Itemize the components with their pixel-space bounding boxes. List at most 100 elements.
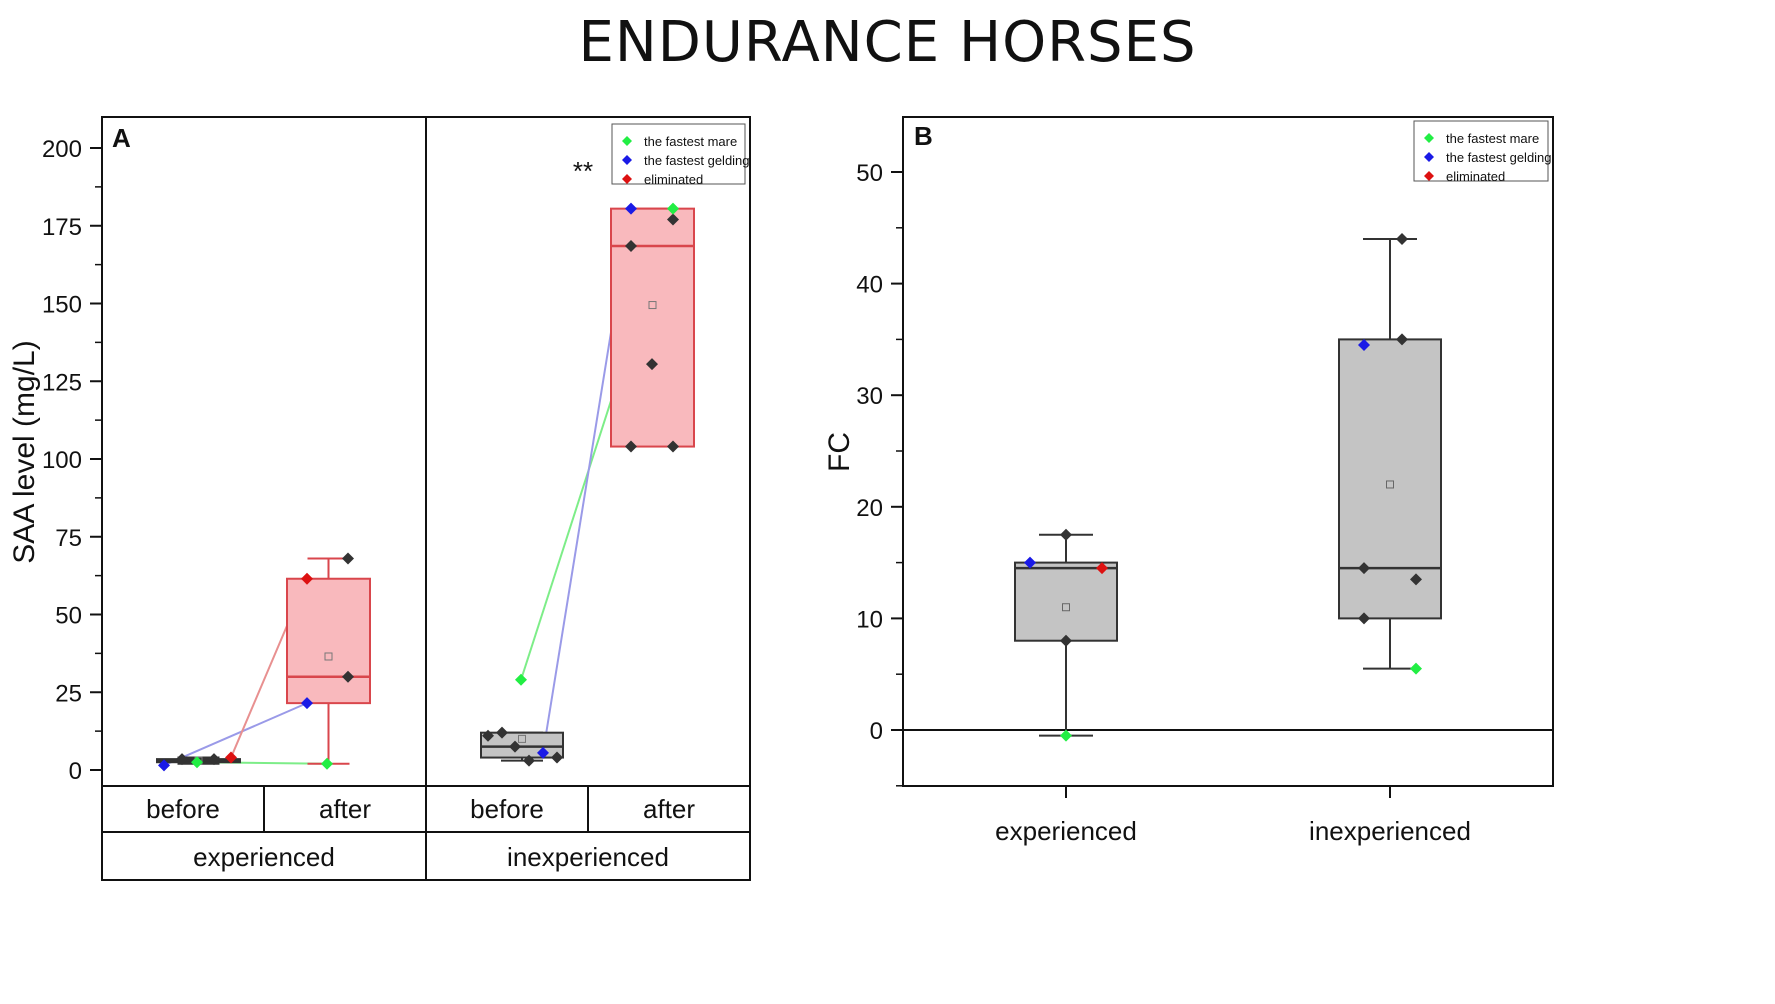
y-tick-label: 200 [42, 136, 82, 163]
x-tick-label: inexperienced [1309, 816, 1471, 846]
panel-b-legend-box [1413, 120, 1549, 182]
connector-line-gelding [163, 702, 308, 767]
data-point-gelding [1024, 556, 1036, 569]
panel-b-letter: B [914, 121, 933, 151]
data-point [625, 239, 637, 252]
data-point [1410, 573, 1422, 586]
box-group-experienced [1014, 528, 1118, 742]
data-point-mare [515, 673, 527, 686]
panel-b-legend-label-eliminated: eliminated [1446, 169, 1505, 184]
data-point-mare [191, 756, 203, 769]
panel-b-legend-marker-gelding [1424, 152, 1434, 162]
panel-a-legend-label-mare: the fastest mare [644, 134, 737, 149]
y-tick-label: 10 [856, 606, 883, 633]
panel-b-legend-marker-eliminated [1424, 171, 1434, 181]
data-point-gelding [625, 202, 637, 215]
y-tick-label: 25 [55, 680, 82, 707]
panel-a-legend-marker-gelding [622, 155, 632, 165]
significance-marker: ** [573, 156, 593, 186]
y-tick-label: 50 [55, 603, 82, 630]
data-point [1060, 528, 1072, 541]
data-point [625, 440, 637, 453]
panel-a-letter: A [112, 123, 131, 153]
data-point [1358, 562, 1370, 575]
data-point-gelding [1358, 338, 1370, 351]
data-point-eliminated [301, 572, 313, 585]
data-point-eliminated [1096, 562, 1108, 575]
x-tick-label-time: after [643, 794, 695, 824]
y-tick-label: 175 [42, 214, 82, 241]
y-tick-label: 20 [856, 495, 883, 522]
box [480, 731, 564, 759]
panel-a-legend-marker-eliminated [622, 174, 632, 184]
data-point [208, 753, 220, 766]
box [286, 577, 371, 705]
data-point [646, 358, 658, 371]
data-point [509, 740, 521, 753]
y-tick-label: 40 [856, 272, 883, 299]
data-point-mare [1410, 662, 1422, 675]
x-group-label: inexperienced [507, 842, 669, 872]
panel-b-legend-marker-mare [1424, 133, 1434, 143]
mean-marker [1386, 480, 1394, 489]
y-axis-label: SAA level (mg/L) [8, 340, 41, 563]
y-tick-label: 50 [856, 160, 883, 187]
panel-a-legend-label-gelding: the fastest gelding [644, 153, 750, 168]
y-tick-label: 0 [870, 718, 883, 745]
y-tick-label: 100 [42, 447, 82, 474]
data-point-gelding [158, 759, 170, 772]
box-group-after-inexperienced [610, 202, 695, 453]
data-point [496, 726, 508, 739]
x-tick-label-time: before [470, 794, 544, 824]
data-point [667, 213, 679, 226]
y-tick-label: 30 [856, 383, 883, 410]
box-group-before-inexperienced [480, 673, 564, 767]
data-point [176, 753, 188, 766]
panel-a-legend-marker-mare [622, 136, 632, 146]
data-point [523, 754, 535, 767]
x-tick-label-time: after [319, 794, 371, 824]
mean-marker [648, 301, 657, 310]
x-tick-label-time: before [146, 794, 220, 824]
y-tick-label: 125 [42, 369, 82, 396]
data-point [342, 670, 354, 683]
mean-marker [518, 734, 526, 743]
box [610, 207, 695, 448]
y-tick-label: 75 [55, 525, 82, 552]
box [1338, 338, 1442, 620]
data-point-mare [667, 202, 679, 215]
panel-b-frame [902, 116, 1554, 787]
box-group-inexperienced [1338, 232, 1442, 675]
y-tick-label: 0 [69, 758, 82, 785]
data-point [667, 440, 679, 453]
figure-title: ENDURANCE HORSES [578, 10, 1197, 75]
panel-a-chart: 0 25 50 75 100 125 150 175 200 SAA level (mg/L) Ab… [8, 116, 751, 881]
box [1014, 561, 1118, 642]
y-tick-label: 150 [42, 292, 82, 319]
data-point [551, 751, 563, 764]
data-point [482, 729, 494, 742]
panel-a-legend-box [611, 123, 746, 185]
mean-marker [324, 652, 333, 661]
data-point-eliminated [225, 751, 237, 764]
data-point-gelding [537, 746, 549, 759]
data-point [342, 552, 354, 565]
data-point [1358, 612, 1370, 625]
mean-marker [1062, 603, 1070, 612]
x-tick-label: experienced [995, 816, 1137, 846]
data-point [1396, 333, 1408, 346]
data-point-mare [1060, 729, 1072, 742]
box-group-after-experienced [286, 552, 371, 770]
data-point-gelding [301, 697, 313, 710]
panel-b-legend-label-gelding: the fastest gelding [1446, 150, 1552, 165]
y-axis-label: FC [823, 432, 856, 472]
panel-b-legend-label-mare: the fastest mare [1446, 131, 1539, 146]
data-point-mare [321, 757, 333, 770]
data-point [1060, 634, 1072, 647]
x-group-label: experienced [193, 842, 335, 872]
box-group-before-experienced [156, 751, 241, 772]
data-point [1396, 232, 1408, 245]
panel-a-legend-label-eliminated: eliminated [644, 172, 703, 187]
